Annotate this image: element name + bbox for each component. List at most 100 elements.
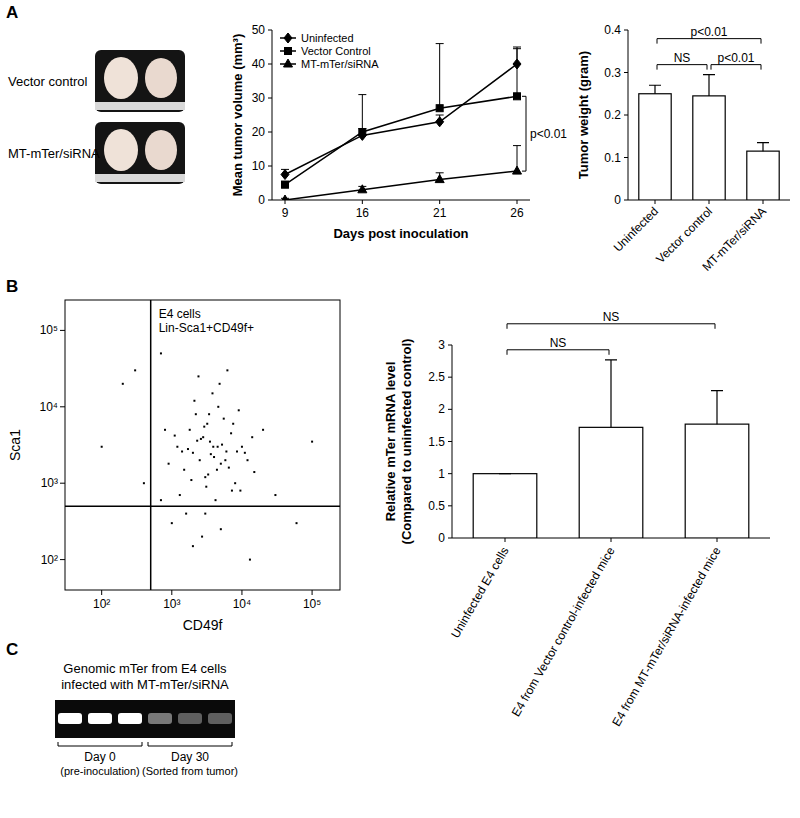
legend-label: MT-mTer/siRNA [301,58,379,70]
axis-title: (Compared to uninfected control) [399,339,414,545]
point [249,559,251,561]
lane-label: Day 30 [171,750,209,764]
plot-area [473,360,749,538]
panel-letter: C [6,640,18,659]
marker [284,33,292,43]
point [204,476,206,478]
point [211,392,213,394]
point [171,522,173,524]
point [251,436,253,438]
tick-label: 21 [433,206,447,220]
marker [282,181,289,188]
tick [312,590,313,595]
gate-line [150,300,152,590]
tick-label: E4 from Vector control-infected mice [509,544,618,719]
point [176,446,178,448]
point [225,450,227,452]
point [217,406,219,408]
point [168,463,170,465]
tick [268,30,272,31]
frame [65,300,340,590]
point [160,499,162,501]
significance-bracket [657,65,707,70]
tick-label: 0 [258,193,265,207]
photo-label: Vector control [8,74,88,89]
gel-band [148,713,172,724]
error-bar [358,95,366,132]
error-bar [757,143,769,152]
point [192,545,194,547]
tick-label: 9 [282,206,289,220]
marker [359,129,366,136]
series-line [285,96,517,184]
panel-letter: B [6,277,18,296]
bar [579,427,643,538]
tick [505,538,506,542]
point [262,429,264,431]
tick [268,64,272,65]
point [228,467,230,469]
tick [624,157,628,158]
point [183,469,185,471]
plot-area [281,44,522,200]
error-bar [711,391,723,424]
photo-ruler [95,102,185,110]
series-line [285,64,517,175]
bar [747,151,779,200]
tick [448,377,452,378]
photo-tumor [104,57,138,99]
marker [281,195,290,200]
tick-label: 0.4 [604,23,621,37]
point [213,456,215,458]
lane-label: Day 0 [84,750,116,764]
tick [624,30,628,31]
point [207,473,209,475]
tick-label: 10⁴ [233,597,252,611]
tick-label: 20 [252,125,266,139]
photo-tumor [104,129,138,171]
gel-band [178,713,202,724]
point [231,490,233,492]
gel-band [118,713,142,724]
significance-label: NS [603,310,620,324]
axis-title: Days post inoculation [333,226,468,241]
legend-label: Uninfected [301,32,354,44]
error-bar [499,473,511,474]
tick [624,200,628,201]
point [220,463,222,465]
tick-label: 0 [438,531,445,545]
tick-label: 0.1 [604,151,621,165]
point [244,452,246,454]
point [174,435,176,437]
significance-label: NS [550,336,567,350]
axis-title: Tumor weight (gram) [576,51,591,179]
bar [693,96,725,200]
tick [448,345,452,346]
point [164,429,166,431]
point [212,446,214,448]
tick-label: 1.5 [428,435,445,449]
point [208,413,210,415]
marker [514,93,521,100]
point [241,446,243,448]
point [204,513,206,515]
bar [685,424,749,538]
error-bar [703,75,715,96]
point [195,413,197,415]
tick [717,538,718,542]
photo [95,50,185,112]
error-bar [436,44,444,109]
tick [611,538,612,542]
tick-label: 10 [252,159,266,173]
point [215,499,217,501]
point [205,486,207,488]
tick [763,200,764,204]
series-line [285,171,517,200]
significance-label: p<0.01 [690,25,727,39]
point [236,450,238,452]
point [160,352,162,354]
point [206,423,208,425]
marker [436,105,443,112]
panel-letter: A [6,3,18,22]
significance-label: p<0.01 [717,51,754,65]
